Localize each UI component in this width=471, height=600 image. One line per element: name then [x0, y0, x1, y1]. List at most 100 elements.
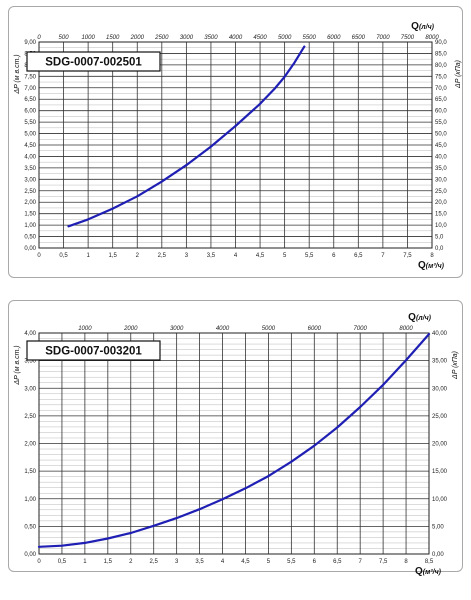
x-tick-label: 5 [283, 253, 287, 259]
data-point [303, 45, 306, 48]
y2-tick-label: 30,00 [432, 386, 448, 392]
y2-tick-label: 70,0 [435, 86, 447, 92]
x2-tick-label: 3500 [204, 35, 218, 41]
chart-svg-1: 0,00 0,00,50 5,01,00 10,01,50 15,02,00 20,02,… [14, 21, 462, 271]
data-point [111, 207, 114, 210]
x2-tick-label: 8000 [425, 35, 439, 41]
y2-tick-label: 10,0 [435, 223, 447, 229]
x-tick-label: 2 [136, 253, 140, 259]
y2-tick-label: 0,00 [432, 552, 444, 558]
y2-tick-label: 15,00 [432, 469, 448, 475]
y2-tick-label: 10,00 [432, 497, 448, 503]
x-tick-label: 1,5 [104, 559, 113, 565]
y2-tick-label: 90,0 [435, 40, 447, 46]
x2-tick-label: 4000 [216, 326, 230, 332]
plot-frame [38, 41, 433, 249]
y-tick-label: 3,50 [24, 359, 36, 365]
x-tick-label: 0,5 [59, 253, 68, 259]
y-tick-label: 0,00 [24, 246, 36, 252]
x2-tick-label: 1500 [106, 35, 120, 41]
y2-tick-label: 40,0 [435, 154, 447, 160]
y2-tick-label: 35,00 [432, 359, 448, 365]
x-tick-label: 4,5 [241, 559, 250, 565]
x-tick-label: 6,5 [354, 253, 363, 259]
y-tick-label: 6,00 [24, 109, 36, 115]
data-point [67, 225, 70, 228]
x2-tick-label: 7500 [401, 35, 415, 41]
x2-tick-label: 500 [59, 35, 70, 41]
y-tick-label: 7,50 [24, 74, 36, 80]
x2-tick-label: 4000 [229, 35, 243, 41]
x2-tick-label: 6000 [308, 326, 322, 332]
data-point [83, 542, 86, 544]
chart-title-box [26, 51, 161, 72]
grid [38, 332, 430, 555]
data-point [185, 164, 188, 167]
x-tick-label: 1,5 [109, 253, 118, 259]
data-point [87, 218, 90, 221]
x-tick-label: 5 [267, 559, 271, 565]
y2-tick-label: 5,00 [432, 524, 444, 530]
x-tick-label: 0 [37, 559, 41, 565]
y-tick-label: 7,00 [24, 86, 36, 92]
x2-tick-label: 0 [37, 35, 41, 41]
x2-tick-label: 5000 [262, 326, 276, 332]
y-tick-label: 5,50 [24, 120, 36, 126]
y-tick-label: 4,50 [24, 143, 36, 149]
data-point [160, 180, 163, 183]
x-tick-label: 0,5 [58, 559, 67, 565]
y2-axis-title: ΔP (кПа) [452, 351, 459, 380]
y-tick-label: 2,50 [24, 414, 36, 420]
x-tick-label: 1 [86, 253, 90, 259]
x-axis-title: Q(м³/ч) [415, 566, 442, 577]
x-tick-label: 6,5 [333, 559, 342, 565]
y-tick-label: 1,50 [24, 212, 36, 218]
x2-tick-label: 2000 [130, 35, 145, 41]
y-tick-label: 4,00 [24, 331, 36, 337]
x-tick-label: 7 [359, 559, 363, 565]
y2-axis-title: ΔP (кПа) [455, 60, 462, 89]
y-tick-label: 0,50 [24, 235, 36, 241]
data-point [359, 406, 362, 408]
y-tick-label: 0,00 [24, 552, 36, 558]
data-point [152, 524, 155, 527]
x-tick-label: 4 [221, 559, 225, 565]
x-tick-label: 7 [381, 253, 385, 259]
x-tick-label: 8,5 [425, 559, 434, 565]
x-tick-label: 1 [83, 559, 87, 565]
x2-tick-label: 3000 [180, 35, 194, 41]
x-axis-title: Q(м³/ч) [418, 260, 445, 271]
data-point [61, 544, 63, 547]
y2-tick-label: 55,0 [435, 120, 447, 126]
data-point [210, 145, 212, 148]
y-tick-label: 4,00 [24, 154, 36, 160]
y2-tick-label: 20,0 [435, 200, 447, 206]
x-tick-label: 3,5 [207, 253, 216, 259]
y-tick-label: 9,00 [24, 40, 36, 46]
y2-tick-label: 5,0 [435, 235, 444, 241]
x2-tick-label: 3000 [170, 326, 184, 332]
y-tick-label: 3,00 [24, 386, 36, 392]
y2-tick-label: 25,00 [432, 414, 448, 420]
y-tick-label: 2,00 [24, 200, 36, 206]
x-tick-label: 7,5 [403, 253, 412, 259]
y-axis-title: ΔP (м в.ст.) [14, 345, 21, 385]
chart-title: SDG-0007-002501 [45, 57, 142, 69]
chart-title: SDG-0007-003201 [45, 346, 142, 358]
y2-tick-label: 0,0 [435, 246, 444, 252]
y2-tick-label: 85,0 [435, 51, 447, 57]
x2-tick-label: 5500 [303, 35, 317, 41]
data-point [136, 195, 139, 198]
data-point [336, 426, 339, 429]
data-point [221, 498, 224, 501]
x-tick-label: 8 [404, 559, 408, 565]
x2-tick-label: 4500 [253, 35, 267, 41]
data-point [428, 333, 430, 336]
y-tick-label: 6,50 [24, 97, 36, 103]
y-axis-title: ΔP (м в.ст.) [14, 54, 21, 94]
chart-svg-2: 0,00 0,000,50 5,001,00 10,001,50 15,002,00 20… [14, 312, 459, 577]
data-point [405, 359, 407, 361]
data-point [290, 460, 293, 463]
y-tick-label: 3,00 [24, 177, 36, 183]
x-tick-label: 4 [234, 253, 238, 259]
